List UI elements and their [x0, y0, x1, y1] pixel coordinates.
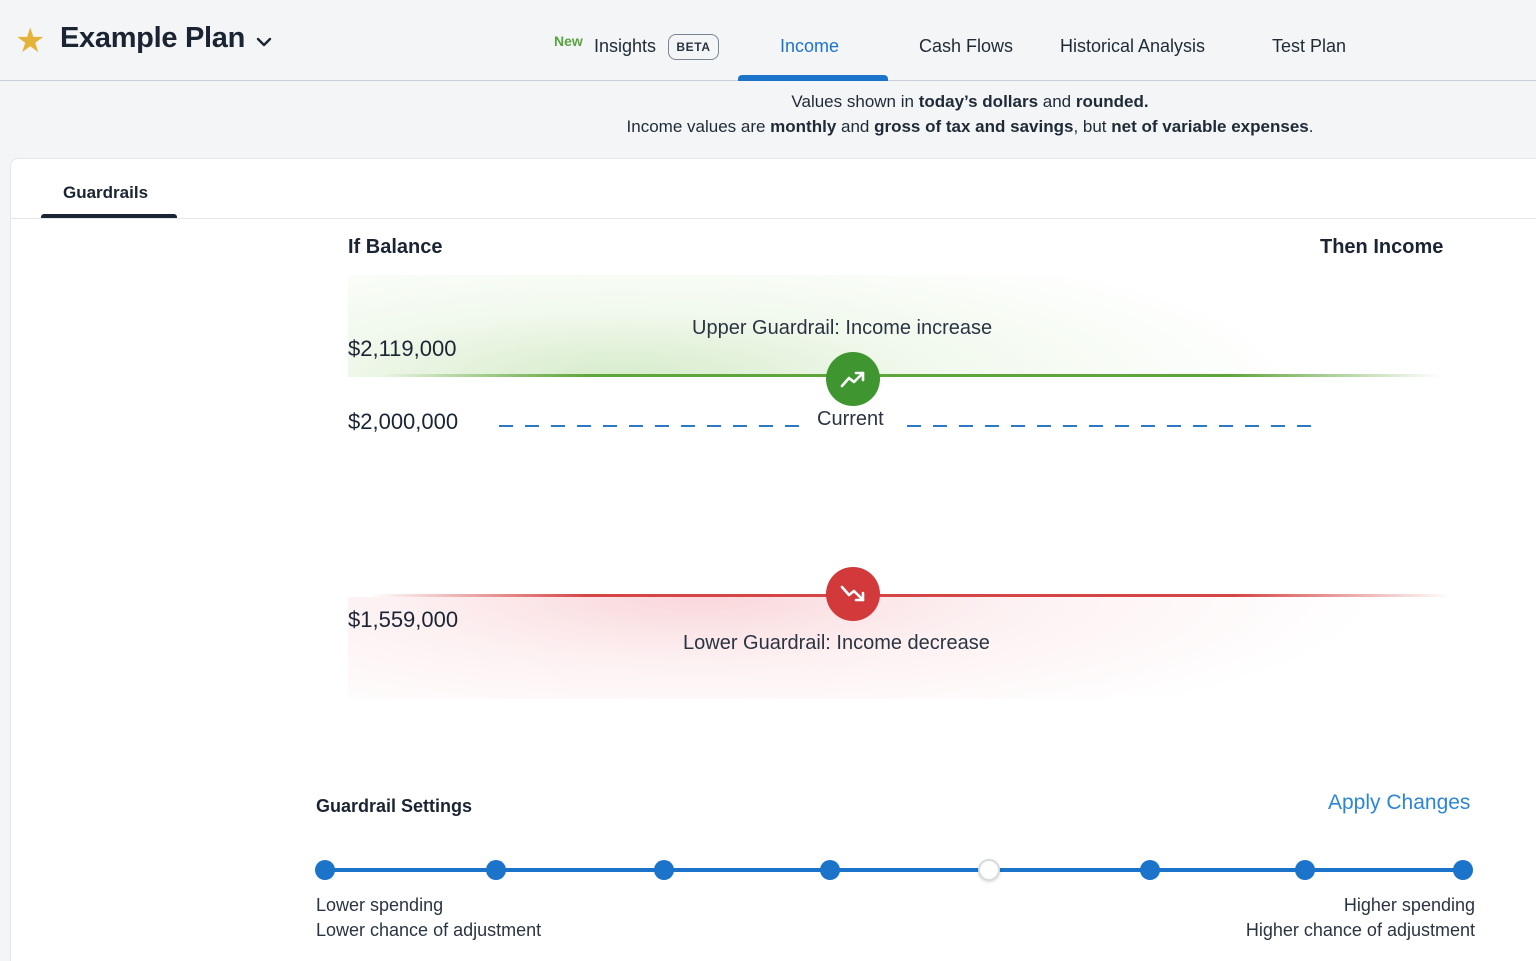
info-emphasis: net of variable expenses — [1111, 117, 1309, 136]
then-income-header: Then Income — [1320, 236, 1444, 258]
if-balance-header: If Balance — [348, 236, 443, 258]
info-emphasis: today’s dollars — [918, 92, 1039, 111]
slider-thumb[interactable] — [978, 859, 1000, 881]
info-text: and — [836, 117, 875, 136]
slider-stop[interactable] — [654, 860, 674, 880]
slider-left-label-2: Lower chance of adjustment — [316, 920, 542, 940]
tab-insights[interactable]: Insights — [594, 36, 657, 56]
slider-stop[interactable] — [820, 860, 840, 880]
guardrails-card — [10, 158, 1536, 961]
trending-down-icon — [826, 567, 880, 621]
slider-right-label-2: Higher chance of adjustment — [1245, 920, 1475, 940]
guardrail-slider-track[interactable] — [325, 868, 1464, 872]
plan-title[interactable]: Example Plan — [60, 22, 245, 54]
tab-guardrails[interactable]: Guardrails — [63, 183, 149, 202]
beta-badge: BETA — [668, 34, 719, 60]
slider-left-label-1: Lower spending — [316, 895, 444, 915]
upper-guardrail-amount: $2,119,000 — [348, 336, 457, 361]
info-line-1: Values shown in today’s dollars and roun… — [560, 92, 1380, 112]
info-text: , but — [1073, 117, 1112, 136]
tab-income[interactable]: Income — [780, 36, 840, 56]
chevron-down-icon[interactable] — [253, 31, 275, 53]
slider-stop[interactable] — [1295, 860, 1315, 880]
app-header: ★ Example Plan New Insights BETA Income … — [0, 0, 1536, 81]
active-tab-indicator — [738, 75, 888, 81]
tab-cash-flows[interactable]: Cash Flows — [919, 36, 1014, 56]
upper-guardrail-band — [348, 275, 1438, 377]
slider-stop[interactable] — [1453, 860, 1473, 880]
apply-changes-button[interactable]: Apply Changes — [1328, 791, 1471, 814]
current-label: Current — [817, 408, 884, 430]
info-emphasis: gross of tax and savings — [874, 117, 1074, 136]
lower-guardrail-band — [348, 597, 1438, 699]
slider-stop[interactable] — [315, 860, 335, 880]
current-line-left — [499, 425, 809, 427]
current-balance-amount: $2,000,000 — [348, 409, 459, 434]
slider-stop[interactable] — [486, 860, 506, 880]
info-text: Income values are — [626, 117, 771, 136]
info-emphasis: monthly — [770, 117, 837, 136]
trending-up-icon — [826, 352, 880, 406]
info-text: and — [1038, 92, 1076, 111]
card-divider — [10, 218, 1536, 219]
guardrail-settings-title: Guardrail Settings — [316, 796, 473, 816]
info-emphasis: rounded. — [1075, 92, 1149, 111]
info-line-2: Income values are monthly and gross of t… — [560, 117, 1380, 137]
upper-guardrail-label: Upper Guardrail: Income increase — [692, 317, 993, 339]
upper-guardrail-line — [380, 374, 1440, 377]
lower-guardrail-amount: $1,559,000 — [348, 607, 459, 632]
star-icon[interactable]: ★ — [15, 22, 46, 60]
guardrails-tab-indicator — [41, 214, 177, 219]
lower-guardrail-line — [370, 594, 1450, 597]
slider-stop[interactable] — [1140, 860, 1160, 880]
info-text: Values shown in — [791, 92, 919, 111]
tab-historical-analysis[interactable]: Historical Analysis — [1060, 36, 1206, 56]
info-text: . — [1308, 117, 1314, 136]
slider-right-label-1: Higher spending — [1343, 895, 1475, 915]
tab-test-plan[interactable]: Test Plan — [1272, 36, 1347, 56]
new-badge: New — [554, 33, 583, 49]
lower-guardrail-label: Lower Guardrail: Income decrease — [683, 632, 990, 654]
current-line-right — [907, 425, 1319, 427]
